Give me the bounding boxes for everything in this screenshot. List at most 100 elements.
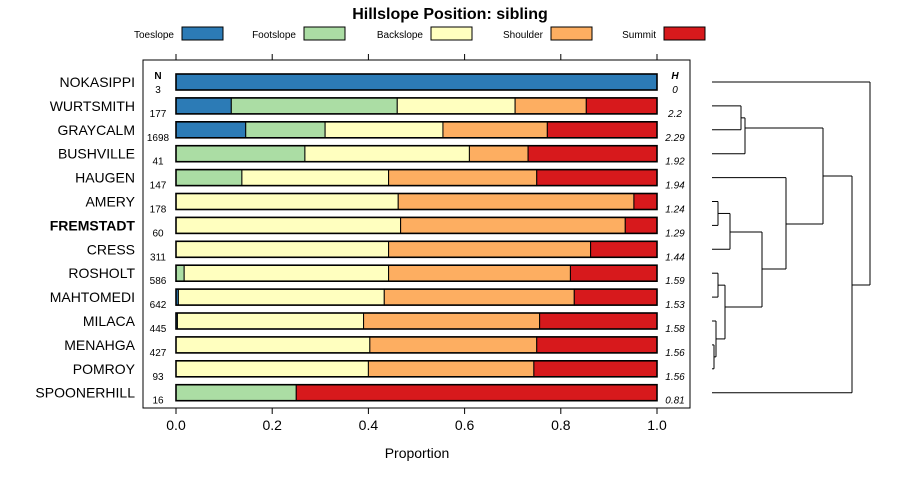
bar-segment-graycalm-summit [546, 121, 658, 139]
bar-segment-haugen-shoulder [388, 169, 538, 187]
bar-segment-nokasippi-toeslope [175, 73, 658, 91]
n-value-spoonerhill: 16 [152, 396, 164, 407]
series-label-graycalm: GRAYCALM [57, 122, 135, 138]
legend-label-backslope: Backslope [377, 30, 424, 41]
bar-segment-graycalm-backslope [324, 121, 444, 139]
n-value-bushville: 41 [152, 157, 164, 168]
n-value-pomroy: 93 [152, 372, 164, 383]
bar-segment-haugen-footslope [175, 169, 243, 187]
n-value-nokasippi: 3 [155, 85, 161, 96]
series-label-milaca: MILACA [83, 313, 136, 329]
bar-segment-amery-summit [633, 193, 658, 210]
bars-group [175, 73, 658, 402]
bar-segment-milaca-summit [539, 312, 658, 330]
h-value-mahtomedi: 1.53 [665, 300, 685, 311]
n-value-milaca: 445 [150, 324, 167, 335]
x-tick-label-0: 0.0 [166, 417, 186, 433]
bar-segment-milaca-backslope [176, 312, 365, 330]
bar-outline-spoonerhill [175, 383, 658, 402]
n-column-header: N [154, 71, 161, 82]
bar-segment-amery-backslope [175, 193, 399, 210]
series-label-menahga: MENAHGA [64, 337, 135, 353]
h-value-amery: 1.24 [665, 205, 685, 216]
x-axis: 0.0 0.2 0.4 0.6 0.8 1.0 [166, 54, 667, 433]
n-value-wurtsmith: 177 [150, 109, 167, 120]
bar-segment-wurtsmith-toeslope [175, 97, 232, 115]
legend-swatch-shoulder [550, 26, 593, 41]
h-value-pomroy: 1.56 [665, 372, 685, 383]
bar-outline-fremstadt [175, 216, 658, 235]
bar-segment-wurtsmith-backslope [396, 97, 516, 115]
bar-segment-rosholt-shoulder [388, 264, 571, 282]
bar-segment-bushville-backslope [304, 145, 470, 163]
bar-outline-nokasippi [175, 73, 658, 91]
legend-swatch-backslope [430, 26, 473, 41]
h-value-fremstadt: 1.29 [665, 228, 685, 239]
series-label-amery: AMERY [85, 194, 135, 210]
x-tick-label-2: 0.4 [359, 417, 379, 433]
bar-segment-graycalm-footslope [245, 121, 326, 139]
bar-segment-spoonerhill-footslope [175, 384, 297, 402]
bar-outline-milaca [175, 312, 658, 330]
bar-segment-mahtomedi-shoulder [383, 288, 575, 306]
bar-segment-spoonerhill-summit [295, 384, 658, 402]
h-value-spoonerhill: 0.81 [665, 396, 684, 407]
x-tick-label-4: 0.8 [551, 417, 571, 433]
x-tick-label-1: 0.2 [262, 417, 282, 433]
plot-panel [142, 59, 691, 409]
legend-swatch-toeslope [181, 26, 224, 41]
series-label-nokasippi: NOKASIPPI [60, 74, 135, 90]
legend-label-toeslope: Toeslope [134, 30, 174, 41]
legend-swatch-summit [663, 26, 706, 41]
bar-segment-wurtsmith-shoulder [514, 97, 587, 115]
bar-segment-wurtsmith-summit [585, 97, 658, 115]
h-value-cress: 1.44 [665, 252, 685, 263]
dendrogram [712, 81, 871, 394]
bar-outline-haugen [175, 168, 658, 187]
series-label-rosholt: ROSHOLT [68, 265, 135, 281]
n-value-amery: 178 [150, 205, 167, 216]
bar-segment-graycalm-toeslope [175, 121, 247, 139]
x-tick-label-5: 1.0 [647, 417, 667, 433]
series-label-spoonerhill: SPOONERHILL [35, 385, 135, 401]
series-label-fremstadt: FREMSTADT [50, 217, 136, 233]
legend-swatch-footslope [303, 26, 346, 41]
bar-segment-menahga-summit [536, 336, 658, 354]
n-value-graycalm: 1698 [147, 133, 170, 144]
bar-segment-pomroy-backslope [175, 360, 369, 378]
bar-outline-rosholt [175, 264, 658, 283]
n-value-haugen: 147 [150, 181, 167, 192]
bar-segment-bushville-footslope [175, 145, 306, 163]
bar-outline-wurtsmith [175, 97, 658, 115]
legend-label-shoulder: Shoulder [503, 30, 544, 41]
bar-segment-wurtsmith-footslope [230, 97, 398, 115]
bar-segment-cress-summit [590, 240, 658, 258]
chart-title: Hillslope Position: sibling [352, 6, 548, 23]
bar-segment-haugen-summit [536, 169, 658, 187]
h-column-header: H [671, 71, 679, 82]
series-label-mahtomedi: MAHTOMEDI [50, 289, 135, 305]
bar-segment-mahtomedi-backslope [177, 288, 385, 306]
series-label-bushville: BUSHVILLE [58, 146, 135, 162]
legend-label-footslope: Footslope [252, 30, 296, 41]
n-value-cress: 311 [150, 252, 166, 263]
bar-segment-rosholt-summit [569, 264, 658, 282]
bar-segment-menahga-backslope [175, 336, 371, 354]
legend: Toeslope Footslope Backslope Shoulder Summit [134, 26, 706, 41]
h-value-bushville: 1.92 [665, 157, 685, 168]
bar-segment-fremstadt-summit [624, 216, 658, 234]
n-value-menahga: 427 [150, 348, 167, 359]
bar-segment-cress-shoulder [388, 240, 592, 258]
bar-segment-amery-shoulder [397, 193, 635, 210]
x-axis-label: Proportion [385, 445, 450, 461]
bar-segment-menahga-shoulder [369, 336, 538, 354]
bar-outline-bushville [175, 144, 658, 163]
bar-segment-bushville-shoulder [468, 145, 529, 163]
bar-segment-graycalm-shoulder [442, 121, 548, 139]
series-label-wurtsmith: WURTSMITH [50, 98, 135, 114]
bar-segment-fremstadt-backslope [175, 216, 402, 234]
bar-segment-cress-backslope [175, 240, 390, 258]
legend-label-summit: Summit [622, 30, 656, 41]
bar-segment-haugen-backslope [241, 169, 390, 187]
